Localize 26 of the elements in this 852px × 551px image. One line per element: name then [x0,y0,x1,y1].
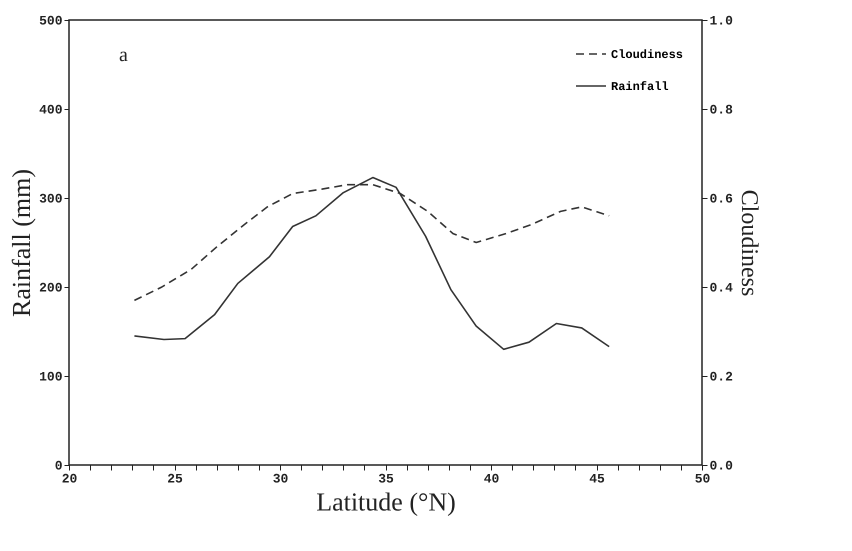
y-tick-label: 0 [54,458,63,474]
x-axis-title: Latitude (°N) [316,488,456,516]
annotation: a [119,44,128,66]
y2-tick-label: 0.2 [710,370,734,384]
y2-tick-label: 0.6 [710,192,734,206]
x-tick-label: 35 [378,472,394,486]
x-tick-label: 20 [62,472,78,486]
x-tick-label: 40 [484,472,500,486]
y2-tick-label: 0.8 [710,102,734,118]
x-tick-label: 25 [167,472,183,486]
legend-label: Rainfall [611,80,669,94]
y2-tick-label: 0.4 [710,280,734,296]
x-tick-label: 50 [694,472,710,486]
legend-label: Cloudiness [611,48,684,62]
y-tick-label: 400 [39,102,63,118]
y2-tick-label: 0.0 [710,458,734,474]
y-tick-label: 300 [39,192,63,206]
line-series [134,176,610,350]
y-axis-title: Rainfall (mm) [7,168,36,318]
x-tick-label: 45 [589,472,605,486]
y-tick-label: 100 [39,370,63,384]
y-tick-label: 200 [39,280,63,296]
y-tick-label: 500 [39,14,63,28]
x-tick-label: 30 [272,472,288,486]
y2-tick-label: 1.0 [710,14,734,28]
y2-axis-title: Cloudiness [736,190,762,296]
